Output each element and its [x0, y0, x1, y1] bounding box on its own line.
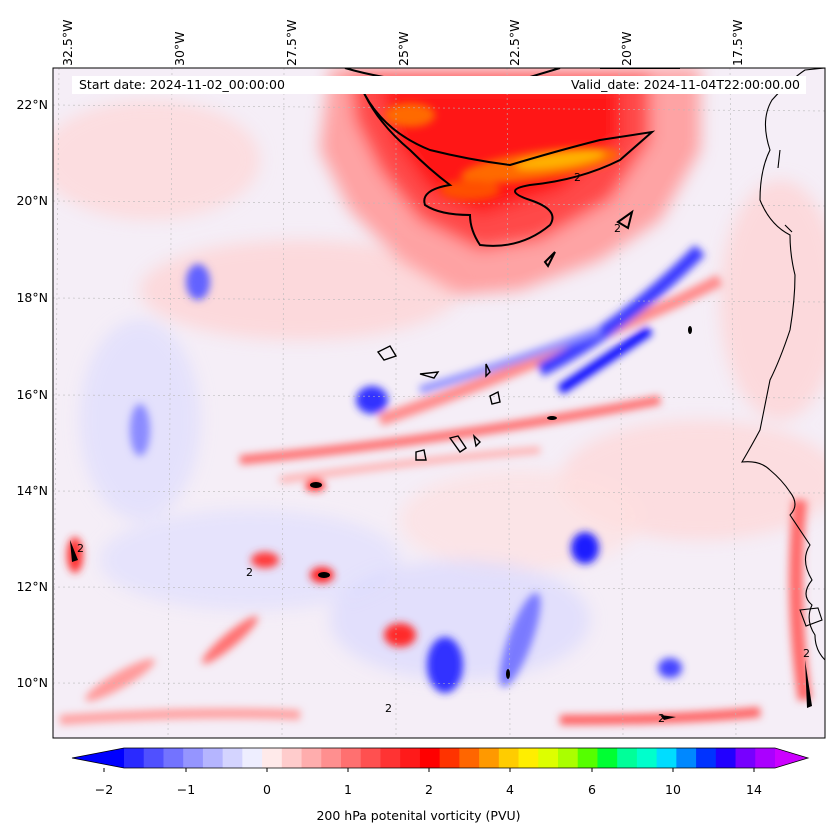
- colorbar-swatch: [143, 748, 164, 768]
- contour-label: 2: [246, 566, 253, 579]
- start-date: Start date: 2024-11-02_00:00:00: [79, 77, 285, 92]
- colorbar-swatch: [558, 748, 579, 768]
- pv-spots: [70, 326, 812, 720]
- colorbar-extend-min: [72, 748, 124, 768]
- lon-label: 30°W: [172, 31, 187, 66]
- colorbar-swatch: [124, 748, 145, 768]
- colorbar: [71, 747, 810, 772]
- contour-label: 2: [77, 542, 84, 555]
- colorbar-swatch: [242, 748, 263, 768]
- colorbar-tick: 6: [588, 782, 596, 797]
- valid-date: Valid_date: 2024-11-04T22:00:00.00: [570, 77, 800, 92]
- colorbar-swatch: [439, 748, 460, 768]
- colorbar-swatch: [262, 748, 283, 768]
- lon-label: 17.5°W: [730, 19, 745, 66]
- colorbar-label: 200 hPa potenital vorticity (PVU): [316, 808, 521, 823]
- lat-label: 16°N: [16, 387, 48, 402]
- colorbar-tick: −1: [176, 782, 196, 797]
- lon-label: 22.5°W: [507, 19, 522, 66]
- colorbar-swatch: [577, 748, 598, 768]
- colorbar-swatch: [163, 748, 184, 768]
- colorbar-swatch: [656, 748, 677, 768]
- colorbar-tick: 2: [425, 782, 433, 797]
- colorbar-extend-max: [775, 748, 808, 768]
- lat-label: 12°N: [16, 579, 48, 594]
- colorbar-swatch: [400, 748, 421, 768]
- contour-label: 2: [803, 647, 810, 660]
- lon-label: 32.5°W: [60, 19, 75, 66]
- colorbar-swatch: [222, 748, 243, 768]
- lat-label: 20°N: [16, 193, 48, 208]
- colorbar-swatch: [360, 748, 381, 768]
- jet-core: [385, 103, 620, 200]
- pv-filaments: [59, 245, 812, 725]
- colorbar-swatch: [380, 748, 401, 768]
- lon-label: 25°W: [396, 31, 411, 66]
- colorbar-swatch: [321, 748, 342, 768]
- colorbar-swatch: [183, 748, 204, 768]
- pv-minus-contours: [376, 345, 501, 461]
- lat-label: 14°N: [16, 483, 48, 498]
- colorbar-swatch: [202, 748, 224, 768]
- colorbar-tick: 0: [263, 782, 271, 797]
- colorbar-swatch: [715, 748, 737, 768]
- lon-label: 20°W: [619, 31, 634, 66]
- colorbar-tick: 1: [344, 782, 352, 797]
- colorbar-tick: 10: [665, 782, 681, 797]
- colorbar-swatch: [518, 748, 539, 768]
- map-frame: [52, 67, 826, 739]
- lat-label: 18°N: [16, 290, 48, 305]
- colorbar-swatch: [281, 748, 303, 768]
- colorbar-outline: [71, 747, 810, 769]
- lat-label: 22°N: [16, 97, 48, 112]
- date-info-box: Start date: 2024-11-02_00:00:00 Valid_da…: [72, 76, 806, 94]
- lat-label: 10°N: [16, 675, 48, 690]
- colorbar-swatch: [479, 748, 500, 768]
- colorbar-swatch: [617, 748, 638, 768]
- colorbar-swatch: [676, 748, 697, 768]
- contour-label: 2: [614, 222, 621, 235]
- colorbar-swatch: [597, 748, 618, 768]
- colorbar-swatch: [301, 748, 322, 768]
- colorbar-swatch: [459, 748, 480, 768]
- contour-label: 2: [574, 171, 581, 184]
- colorbar-swatch: [419, 748, 441, 768]
- pv-field: [53, 68, 825, 738]
- graticule: [53, 68, 825, 738]
- colorbar-swatch: [696, 748, 717, 768]
- contour-labels: 2 2 2 2 2 2 2: [77, 171, 810, 725]
- colorbar-swatch: [341, 748, 362, 768]
- colorbar-tick: −2: [94, 782, 114, 797]
- pv-background-shading: [53, 100, 825, 680]
- contour-label: 2: [658, 712, 665, 725]
- contour-label: 2: [385, 702, 392, 715]
- colorbar-swatch: [755, 748, 776, 768]
- colorbar-swatch: [538, 748, 559, 768]
- colorbar-swatch: [498, 748, 520, 768]
- africa-coastline: [740, 68, 825, 661]
- colorbar-tick: 14: [746, 782, 762, 797]
- colorbar-tick: 4: [506, 782, 514, 797]
- colorbar-swatch: [636, 748, 658, 768]
- colorbar-swatch: [735, 748, 756, 768]
- lon-label: 27.5°W: [284, 19, 299, 66]
